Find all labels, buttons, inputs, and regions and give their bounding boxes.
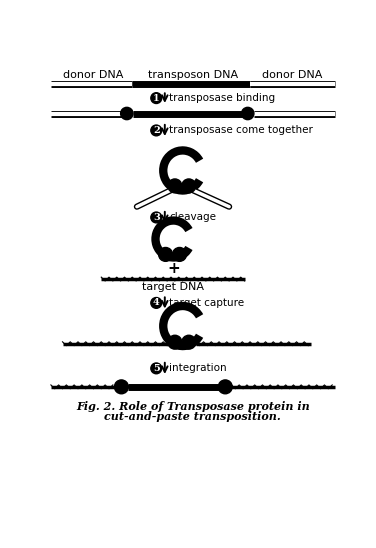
Circle shape: [182, 179, 196, 193]
Text: transposase come together: transposase come together: [170, 125, 313, 135]
Circle shape: [151, 212, 162, 223]
Text: donor DNA: donor DNA: [262, 70, 322, 80]
Circle shape: [241, 107, 254, 119]
Circle shape: [151, 125, 162, 136]
Circle shape: [173, 248, 186, 261]
Circle shape: [182, 335, 196, 349]
Circle shape: [121, 107, 133, 119]
Text: cleavage: cleavage: [170, 213, 217, 222]
Text: 1: 1: [153, 94, 159, 102]
Text: cut-and-paste transposition.: cut-and-paste transposition.: [104, 410, 281, 421]
Text: target capture: target capture: [170, 298, 244, 308]
Text: integration: integration: [170, 363, 227, 373]
Circle shape: [151, 363, 162, 374]
Text: 2: 2: [153, 126, 160, 135]
Text: target DNA: target DNA: [143, 282, 204, 292]
Circle shape: [159, 248, 173, 261]
Circle shape: [168, 335, 182, 349]
Circle shape: [151, 298, 162, 309]
Circle shape: [218, 380, 232, 394]
Circle shape: [151, 93, 162, 104]
Text: Fig. 2. Role of Transposase protein in: Fig. 2. Role of Transposase protein in: [76, 401, 309, 413]
Text: +: +: [167, 261, 180, 276]
Circle shape: [114, 380, 128, 394]
Text: transposase binding: transposase binding: [170, 93, 276, 103]
Text: 5: 5: [153, 364, 160, 373]
Circle shape: [168, 179, 182, 193]
Text: 4: 4: [153, 299, 160, 307]
Text: donor DNA: donor DNA: [63, 70, 124, 80]
Text: transposon DNA: transposon DNA: [148, 70, 238, 80]
Text: 3: 3: [153, 213, 160, 222]
